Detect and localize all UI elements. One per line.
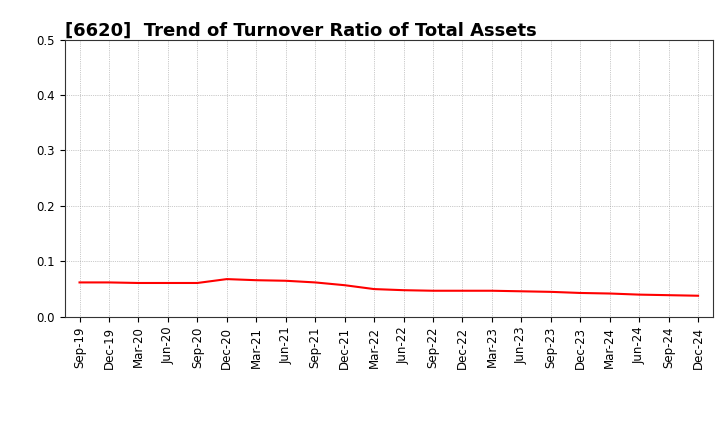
Text: [6620]  Trend of Turnover Ratio of Total Assets: [6620] Trend of Turnover Ratio of Total … — [65, 22, 536, 40]
